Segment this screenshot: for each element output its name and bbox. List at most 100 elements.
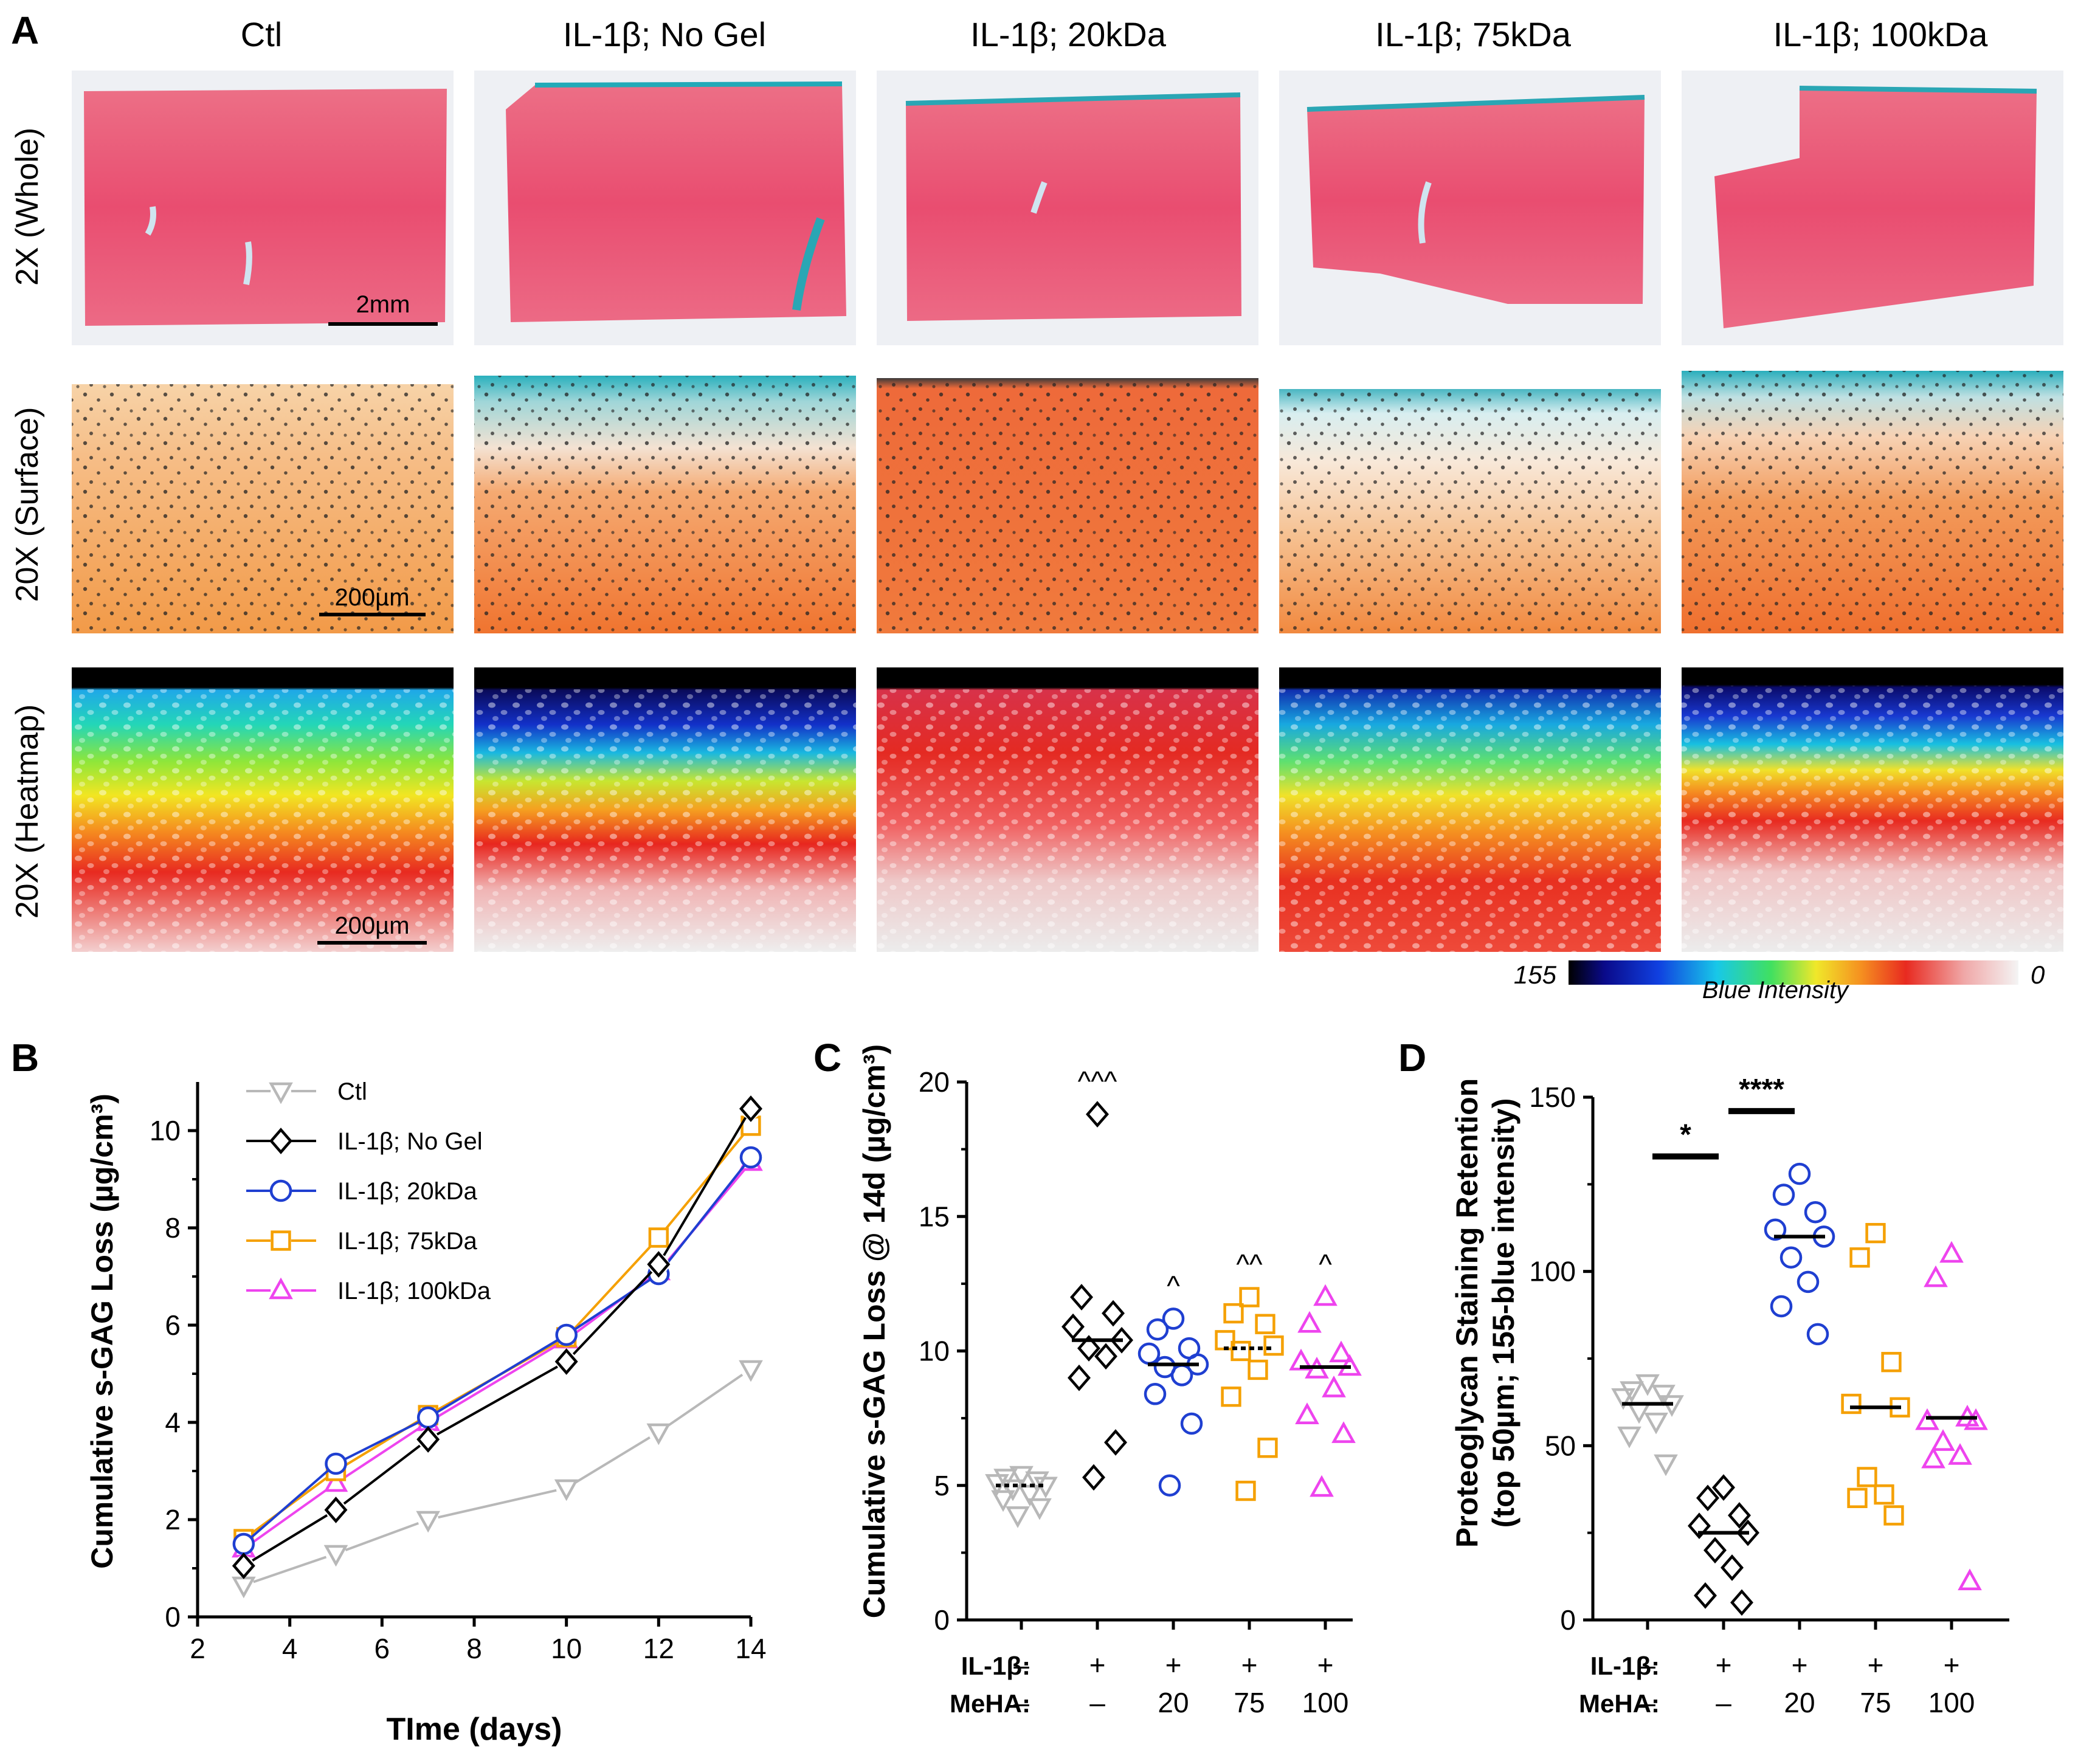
panel-c-il1b-value: + — [1317, 1649, 1334, 1681]
panel-d-data-point — [1881, 1352, 1902, 1373]
panel-d-il1b-value: + — [1792, 1649, 1808, 1681]
panel-c-data-point — [1180, 1412, 1203, 1435]
panel-d-data-point — [1788, 1162, 1811, 1185]
row-title-heatmap: 20X (Heatmap) — [10, 705, 45, 919]
panel-d-y-axis-label-line-2: (top 50µm; 155-blue intensity) — [1486, 1098, 1521, 1528]
panel-b-marker-background — [418, 1407, 439, 1428]
panel-b-data-point — [554, 1348, 578, 1375]
panel-b-data-point — [416, 1426, 440, 1453]
panel-b-legend-label: IL-1β; 75kDa — [337, 1228, 478, 1255]
panel-d-significance-stars: * — [1680, 1118, 1691, 1151]
panel-c-data-point — [1295, 1402, 1319, 1424]
scale-bar-200um-surface-label: 200µm — [334, 584, 409, 611]
panel-b-x-tick-label: 4 — [282, 1633, 298, 1664]
panel-d-meha-value: 20 — [1784, 1687, 1815, 1718]
scale-bar-2mm-label: 2mm — [356, 291, 410, 318]
panel-c-meha-value: 75 — [1234, 1687, 1265, 1718]
panel-c-data-point — [1001, 1479, 1025, 1501]
panel-d-data-point — [1627, 1402, 1651, 1424]
panel-b-legend-marker — [269, 1179, 292, 1202]
panel-b-data-point — [648, 1227, 669, 1248]
panel-d-data-point — [1620, 1381, 1644, 1404]
panel-d-data-point — [1617, 1426, 1641, 1449]
panel-d-data-point — [1730, 1589, 1753, 1616]
panel-b-data-point — [232, 1552, 255, 1579]
panel-b-letter: B — [11, 1036, 39, 1080]
panel-d-data-point — [1651, 1385, 1676, 1407]
panel-c-data-point — [1297, 1311, 1322, 1333]
panel-b-series-line — [243, 1161, 752, 1550]
panel-c-points: ^^^^^^ ^ — [985, 1066, 1362, 1528]
panel-d-data-point — [1841, 1393, 1862, 1414]
panel-b-marker-background — [556, 1325, 577, 1345]
panel-d-row-label-meha: MeHA: — [1579, 1689, 1660, 1718]
micrograph-row-heatmap: 200µm — [72, 667, 2063, 952]
panel-b-data-point — [646, 1423, 671, 1445]
panel-c-data-point — [1162, 1307, 1185, 1330]
panel-b-data-point — [555, 1323, 578, 1346]
panel-c-data-point — [1289, 1348, 1313, 1371]
panel-c-row-label-il1b: IL-1β: — [961, 1652, 1030, 1680]
scale-bar-2mm — [328, 322, 438, 326]
panel-c-data-point — [1068, 1364, 1091, 1391]
panel-b-data-point — [739, 1360, 763, 1382]
panel-b-legend-marker — [269, 1128, 292, 1154]
panel-b-marker-background — [325, 1453, 347, 1474]
panel-b-y-tick-label: 2 — [165, 1504, 181, 1535]
panel-c-meha-value: 100 — [1302, 1687, 1349, 1718]
row-title-whole: 2X (Whole) — [10, 128, 45, 286]
panel-b-legend-marker-background — [271, 1081, 291, 1101]
panel-b-marker-background — [648, 1254, 669, 1275]
panel-d-row-label-il1b: IL-1β: — [1590, 1652, 1660, 1680]
panel-b-legend-marker — [269, 1277, 293, 1300]
panel-a-letter: A — [11, 9, 39, 52]
panel-b-marker-background — [233, 1575, 254, 1596]
panel-c-data-point — [1104, 1429, 1127, 1456]
panel-d-data-point — [1728, 1502, 1751, 1529]
panel-b-y-tick-label: 6 — [165, 1309, 181, 1341]
panel-c-data-point — [1070, 1284, 1093, 1311]
panel-b-x-tick-label: 14 — [735, 1633, 766, 1664]
panel-c-data-point — [1221, 1387, 1241, 1407]
panel-d-data-point — [1703, 1537, 1727, 1564]
panel-c-data-point — [1235, 1480, 1256, 1501]
panel-b-series-line — [243, 1108, 752, 1567]
panel-d-data-point — [1849, 1247, 1870, 1268]
panel-d-data-point — [1797, 1270, 1820, 1294]
panel-c-letter: C — [813, 1036, 841, 1080]
panel-b-data-point — [647, 1251, 671, 1278]
panel-c-data-point — [985, 1474, 1009, 1496]
panel-d-data-point — [1964, 1408, 1988, 1430]
panel-c-data-point — [1322, 1376, 1346, 1397]
panel-b-marker-background — [740, 1359, 761, 1379]
panel-b-y-tick-label: 0 — [165, 1601, 181, 1633]
panel-b-legend-marker-background — [271, 1131, 291, 1151]
panel-c-data-point — [1313, 1284, 1338, 1306]
panel-b-data-point — [325, 1452, 347, 1475]
panel-b-y-tick-label: 4 — [165, 1407, 181, 1438]
panel-c-il1b-value: + — [1241, 1649, 1258, 1681]
panel-d-y-tick-label: 0 — [1560, 1604, 1576, 1636]
panel-d-data-point — [1772, 1183, 1795, 1206]
panel-b-data-point — [416, 1511, 440, 1533]
panel-b-legend-label: IL-1β; No Gel — [337, 1128, 483, 1155]
scale-bar-200um-surface — [319, 613, 426, 616]
panel-d-data-point — [1694, 1582, 1717, 1609]
panel-b-x-axis-label: TIme (days) — [387, 1712, 562, 1747]
panel-d-data-point — [1857, 1467, 1877, 1487]
panel-c-data-point — [1094, 1343, 1117, 1370]
panel-d-meha-value: 100 — [1928, 1687, 1975, 1718]
panel-c-y-tick-label: 10 — [919, 1335, 950, 1367]
column-title-100kda: IL-1β; 100kDa — [1773, 15, 1989, 53]
panel-d-data-point — [1779, 1246, 1803, 1269]
panel-b-x-tick-label: 10 — [551, 1633, 582, 1664]
panel-b-legend: Ctl IL-1β; No Gel IL-1β; 20kDa IL-1β; 75kDa… — [246, 1078, 491, 1304]
panel-c-data-point — [1077, 1335, 1100, 1362]
panel-d-data-point — [1948, 1443, 1972, 1465]
panel-b-marker-background — [233, 1556, 254, 1576]
panel-d-data-point — [1764, 1218, 1787, 1241]
